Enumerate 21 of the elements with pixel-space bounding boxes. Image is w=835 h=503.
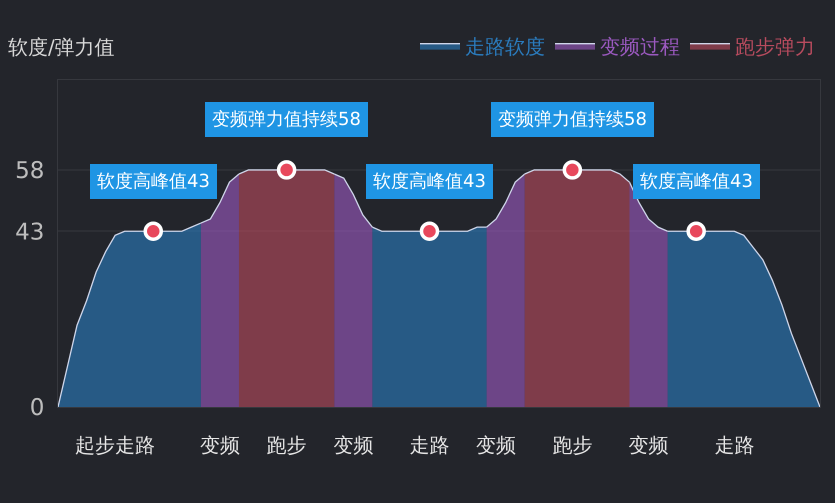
legend-label: 跑步弹力 [735, 34, 815, 58]
y-tick-label: 43 [15, 219, 44, 246]
annotation: 软度高峰值43 [97, 171, 210, 192]
x-tick-label: 变频 [476, 433, 516, 457]
annotation: 软度高峰值43 [373, 171, 486, 192]
x-tick-label: 起步走路 [75, 433, 156, 457]
x-tick-label: 变频 [628, 433, 669, 457]
y-tick-label: 0 [30, 395, 44, 422]
legend-label: 走路软度 [465, 34, 545, 58]
y-tick-label: 58 [15, 158, 44, 184]
y-axis-title: 软度/弹力值 [8, 35, 115, 59]
x-tick-label: 走路 [714, 433, 754, 457]
annotation: 变频弹力值持续58 [498, 109, 647, 130]
x-tick-label: 跑步 [266, 433, 307, 457]
x-tick-label: 变频 [200, 433, 240, 457]
legend-label: 变频过程 [600, 34, 680, 58]
x-tick-label: 跑步 [552, 433, 592, 457]
x-tick-label: 变频 [333, 433, 374, 457]
annotation: 变频弹力值持续58 [212, 109, 361, 130]
annotation: 软度高峰值43 [640, 171, 753, 192]
x-tick-label: 走路 [409, 433, 450, 457]
